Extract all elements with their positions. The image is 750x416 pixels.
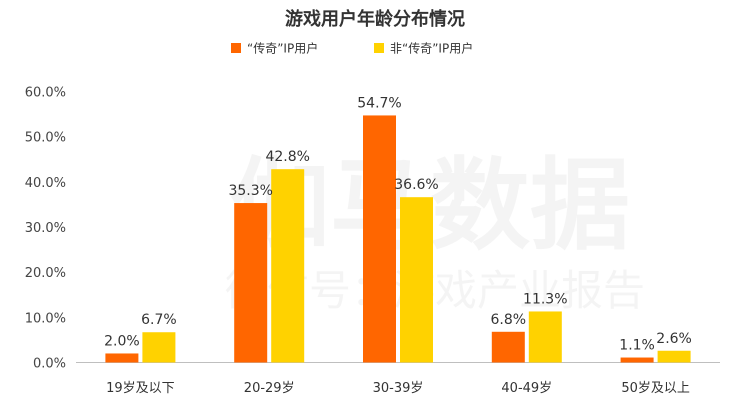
- data-label: 36.6%: [394, 177, 438, 193]
- legend-swatch: [231, 43, 241, 53]
- data-label: 42.8%: [265, 149, 309, 165]
- data-label: 11.3%: [523, 291, 567, 307]
- bar-chuanqi: [234, 203, 268, 363]
- y-axis: 0.0% 10.0% 20.0% 30.0% 40.0% 50.0% 60.0%: [25, 86, 66, 372]
- data-label: 54.7%: [357, 95, 401, 111]
- legend-label: “传奇”IP用户: [247, 41, 318, 56]
- x-tick-label: 20-29岁: [244, 381, 295, 396]
- y-tick-label: 50.0%: [25, 131, 66, 146]
- x-tick-label: 19岁及以下: [106, 381, 175, 396]
- data-labels: 2.0%6.7% 35.3% 42.8% 54.7% 36.6% 6.8% 11.3% 1.1…: [104, 95, 692, 353]
- bar-non-chuanqi: [271, 169, 305, 363]
- bar-non-chuanqi: [400, 197, 433, 363]
- x-tick-label: 30-39岁: [373, 381, 424, 396]
- x-tick-label: 50岁及以上: [621, 381, 690, 396]
- y-tick-label: 0.0%: [33, 357, 66, 372]
- legend-label: 非“传奇”IP用户: [390, 41, 473, 56]
- legend-swatch: [374, 43, 384, 53]
- bar-non-chuanqi: [657, 350, 691, 363]
- bar-non-chuanqi: [142, 332, 176, 363]
- data-label: 2.0%: [104, 333, 140, 349]
- data-label: 35.3%: [228, 183, 272, 199]
- bar-chuanqi: [620, 357, 654, 363]
- data-label: 6.7%: [141, 312, 177, 328]
- data-label: 1.1%: [619, 338, 655, 354]
- y-tick-label: 40.0%: [25, 176, 66, 191]
- y-tick-label: 10.0%: [25, 311, 66, 326]
- bar-chuanqi: [105, 353, 139, 363]
- x-axis-labels: 19岁及以下 20-29岁 30-39岁 40-49岁 50岁及以上: [106, 381, 690, 396]
- data-label: 6.8%: [491, 312, 527, 328]
- y-tick-label: 30.0%: [25, 221, 66, 236]
- legend: “传奇”IP用户 非“传奇”IP用户: [231, 41, 473, 56]
- bar-chuanqi: [491, 331, 525, 363]
- bar-chuanqi: [363, 115, 396, 363]
- bars: [105, 115, 691, 363]
- y-tick-label: 60.0%: [25, 86, 66, 101]
- y-tick-label: 20.0%: [25, 266, 66, 281]
- bar-non-chuanqi: [528, 311, 562, 363]
- chart-title: 游戏用户年龄分布情况: [285, 8, 465, 30]
- x-tick-label: 40-49岁: [501, 381, 552, 396]
- data-label: 2.6%: [656, 331, 692, 347]
